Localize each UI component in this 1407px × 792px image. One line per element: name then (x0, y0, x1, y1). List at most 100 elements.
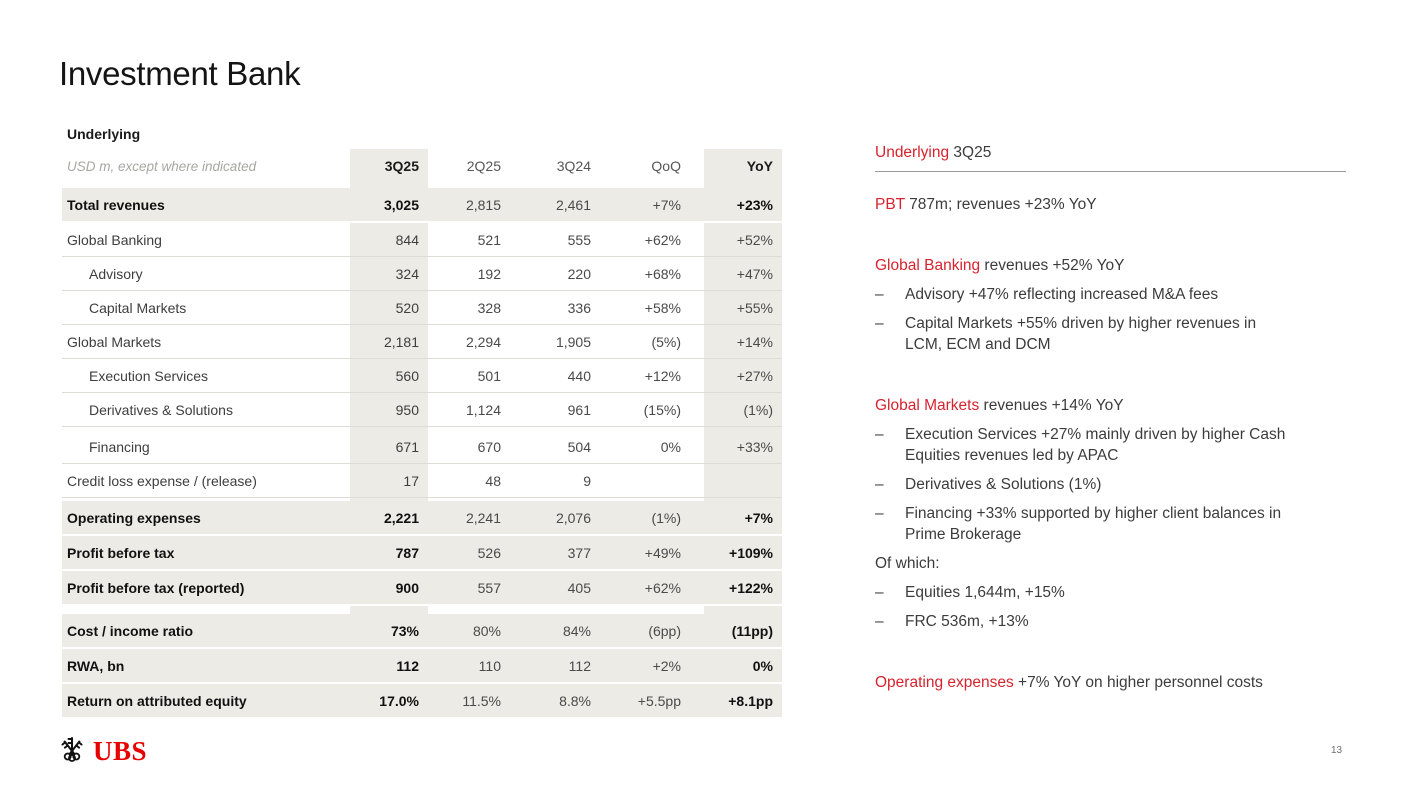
bullet-text: Execution Services +27% mainly driven by… (905, 426, 1286, 464)
table-row: Profit before tax (reported) 900 557 405 +62… (62, 571, 782, 606)
row-value-2q25: 2,294 (465, 333, 501, 350)
table-row: Capital Markets 520 328 336 +58% +55% (62, 291, 782, 325)
row-value-yoy: +27% (736, 367, 773, 384)
row-label: Operating expenses (67, 509, 201, 526)
table-row: Derivatives & Solutions 950 1,124 961 (15%) (… (62, 393, 782, 427)
row-value-2q25: 670 (477, 438, 501, 455)
commentary-bullet: – Advisory +47% reflecting increased M&A … (875, 284, 1346, 305)
bullet-text: Equities 1,644m, +15% (905, 584, 1065, 601)
row-value-yoy: +109% (729, 544, 773, 561)
row-value-3q24: 112 (568, 657, 591, 674)
row-value-2q25: 2,815 (465, 196, 501, 213)
row-value-2q25: 2,241 (465, 509, 501, 526)
bullet-dash: – (875, 505, 884, 522)
row-value-2q25: 80% (472, 622, 501, 639)
row-value-2q25: 11.5% (462, 692, 501, 709)
table-section-label: Underlying (67, 126, 141, 142)
row-value-qoq: +5.5pp (637, 692, 681, 709)
row-label: Total revenues (67, 196, 165, 213)
table-header-row: USD m, except where indicated 3Q25 2Q25 3Q… (62, 149, 782, 183)
row-value-3q24: 2,076 (555, 509, 591, 526)
row-value-3q24: 440 (567, 367, 591, 384)
row-label: Profit before tax (67, 544, 175, 561)
row-value-qoq: +58% (644, 299, 681, 316)
table-row: Return on attributed equity 17.0% 11.5% 8.8… (62, 684, 782, 719)
row-value-3q24: 405 (567, 579, 591, 596)
row-value-yoy: +7% (744, 509, 773, 526)
row-label: RWA, bn (67, 657, 125, 674)
row-value-3q24: 377 (567, 544, 591, 561)
column-header-yoy: YoY (746, 158, 773, 174)
bullet-dash: – (875, 426, 884, 443)
bullet-text: Advisory +47% reflecting increased M&A f… (905, 286, 1219, 303)
commentary-paragraph: Global Markets revenues +14% YoY (875, 395, 1346, 416)
commentary-panel: Underlying 3Q25 PBT 787m; revenues +23% … (875, 144, 1346, 693)
row-value-3q25: 324 (395, 265, 419, 282)
financial-table: Underlying USD m, except where indicated… (62, 126, 782, 719)
commentary-bullet: – Derivatives & Solutions (1%) (875, 474, 1346, 495)
row-value-qoq: +2% (652, 657, 681, 674)
paragraph-lead: PBT (875, 196, 905, 213)
row-label: Derivatives & Solutions (89, 401, 233, 418)
paragraph-text: revenues +14% YoY (979, 397, 1124, 414)
table-row: Execution Services 560 501 440 +12% +27% (62, 359, 782, 393)
row-label: Execution Services (89, 367, 209, 384)
table-row: Operating expenses 2,221 2,241 2,076 (1%) +7% (62, 501, 782, 536)
row-value-yoy: +47% (736, 265, 773, 282)
row-label: Global Banking (67, 231, 162, 248)
row-value-qoq: (5%) (651, 333, 681, 350)
commentary-heading-rest: 3Q25 (949, 144, 992, 161)
commentary-bullet: – Financing +33% supported by higher clie… (875, 503, 1346, 545)
table-row: Total revenues 3,025 2,815 2,461 +7% +23% (62, 188, 782, 223)
row-value-3q25: 950 (395, 401, 419, 418)
commentary-paragraph: Of which: (875, 553, 1346, 574)
row-value-3q25: 844 (395, 231, 419, 248)
row-value-3q24: 9 (583, 472, 591, 489)
paragraph-text: Of which: (875, 555, 940, 572)
commentary-bullet: – Capital Markets +55% driven by higher r… (875, 313, 1346, 355)
paragraph-text: revenues +52% YoY (980, 257, 1125, 274)
row-value-yoy: (11pp) (731, 622, 773, 639)
commentary-heading-lead: Underlying (875, 144, 950, 161)
paragraph-lead: Operating expenses (875, 674, 1014, 691)
bullet-dash: – (875, 315, 884, 332)
table-body: USD m, except where indicated 3Q25 2Q25 3Q… (62, 149, 782, 719)
row-value-2q25: 48 (485, 472, 501, 489)
row-value-2q25: 501 (477, 367, 501, 384)
row-value-3q25: 787 (395, 544, 419, 561)
row-value-2q25: 557 (477, 579, 501, 596)
commentary-bullet: – Equities 1,644m, +15% (875, 582, 1346, 603)
page-title: Investment Bank (59, 55, 301, 92)
row-value-qoq: (6pp) (648, 622, 681, 639)
row-value-3q24: 961 (567, 401, 591, 418)
paragraph-text: 787m; revenues +23% YoY (904, 196, 1097, 213)
bullet-dash: – (875, 476, 884, 493)
table-row: Financing 671 670 504 0% +33% (62, 430, 782, 464)
row-value-2q25: 192 (477, 265, 501, 282)
unit-note: USD m, except where indicated (67, 158, 257, 174)
commentary-bullet: – FRC 536m, +13% (875, 611, 1346, 632)
table-row: Global Banking 844 521 555 +62% +52% (62, 223, 782, 257)
commentary-paragraph: Operating expenses +7% YoY on higher per… (875, 672, 1346, 693)
row-value-qoq: 0% (660, 438, 681, 455)
paragraph-lead: Global Markets (875, 397, 980, 414)
row-value-2q25: 1,124 (465, 401, 501, 418)
row-value-yoy: +55% (736, 299, 773, 316)
row-value-3q25: 900 (395, 579, 419, 596)
paragraph-text: +7% YoY on higher personnel costs (1013, 674, 1263, 691)
bullet-dash: – (875, 584, 884, 601)
bullet-text: FRC 536m, +13% (905, 613, 1029, 630)
row-value-qoq: +62% (644, 231, 681, 248)
row-value-qoq: (15%) (643, 401, 681, 418)
ubs-logo-text: UBS (93, 736, 148, 766)
row-value-2q25: 521 (477, 231, 501, 248)
ubs-logo: UBS (56, 733, 147, 770)
paragraph-lead: Global Banking (875, 257, 981, 274)
row-value-qoq: +7% (652, 196, 681, 213)
row-value-yoy: +33% (736, 438, 773, 455)
row-value-yoy: +8.1pp (728, 692, 773, 709)
table-row: Cost / income ratio 73% 80% 84% (6pp) (11pp) (62, 614, 782, 649)
table-row: RWA, bn 112 110 112 +2% 0% (62, 649, 782, 684)
table-row: Credit loss expense / (release) 17 48 9 (62, 464, 782, 498)
row-value-3q25: 17.0% (379, 692, 419, 709)
